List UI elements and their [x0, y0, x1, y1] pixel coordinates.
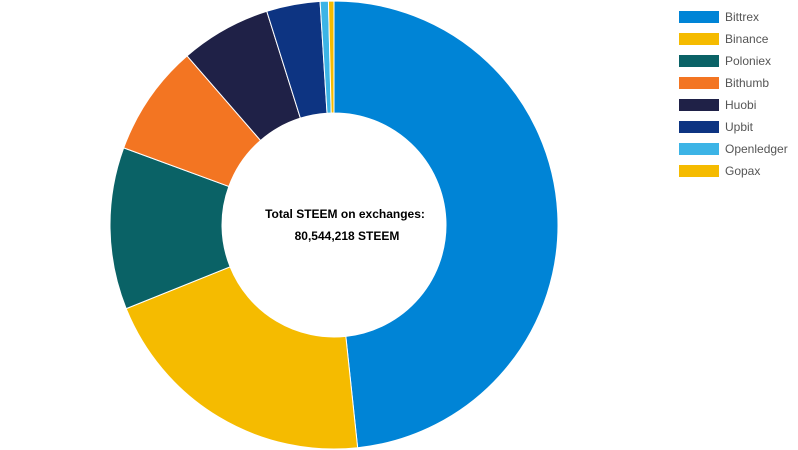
donut-slices — [109, 0, 559, 450]
legend-item-upbit[interactable]: Upbit — [679, 116, 788, 138]
legend-item-gopax[interactable]: Gopax — [679, 160, 788, 182]
legend-item-binance[interactable]: Binance — [679, 28, 788, 50]
legend-item-bithumb[interactable]: Bithumb — [679, 72, 788, 94]
chart-legend: Bittrex Binance Poloniex Bithumb Huobi Upbit O… — [679, 6, 788, 182]
legend-label: Poloniex — [725, 54, 772, 68]
legend-swatch — [679, 143, 719, 155]
legend-item-bittrex[interactable]: Bittrex — [679, 6, 788, 28]
legend-swatch — [679, 55, 719, 67]
legend-item-poloniex[interactable]: Poloniex — [679, 50, 788, 72]
center-label-line2: 80,544,218 STEEM — [295, 229, 400, 243]
legend-label: Huobi — [725, 98, 757, 112]
legend-label: Gopax — [725, 164, 761, 178]
legend-swatch — [679, 121, 719, 133]
legend-swatch — [679, 99, 719, 111]
slice-gopax[interactable] — [327, 0, 335, 114]
legend-item-huobi[interactable]: Huobi — [679, 94, 788, 116]
legend-swatch — [679, 77, 719, 89]
legend-label: Bithumb — [725, 76, 770, 90]
center-label-line1: Total STEEM on exchanges: — [265, 207, 425, 221]
legend-item-openledger[interactable]: Openledger — [679, 138, 788, 160]
slice-binance[interactable] — [125, 266, 359, 450]
slice-bittrex[interactable] — [333, 0, 559, 449]
legend-label: Bittrex — [725, 10, 760, 24]
legend-swatch — [679, 33, 719, 45]
legend-swatch — [679, 165, 719, 177]
legend-swatch — [679, 11, 719, 23]
legend-label: Upbit — [725, 120, 754, 134]
donut-chart: Total STEEM on exchanges: 80,544,218 STE… — [109, 0, 559, 450]
legend-label: Openledger — [725, 142, 788, 156]
legend-label: Binance — [725, 32, 769, 46]
